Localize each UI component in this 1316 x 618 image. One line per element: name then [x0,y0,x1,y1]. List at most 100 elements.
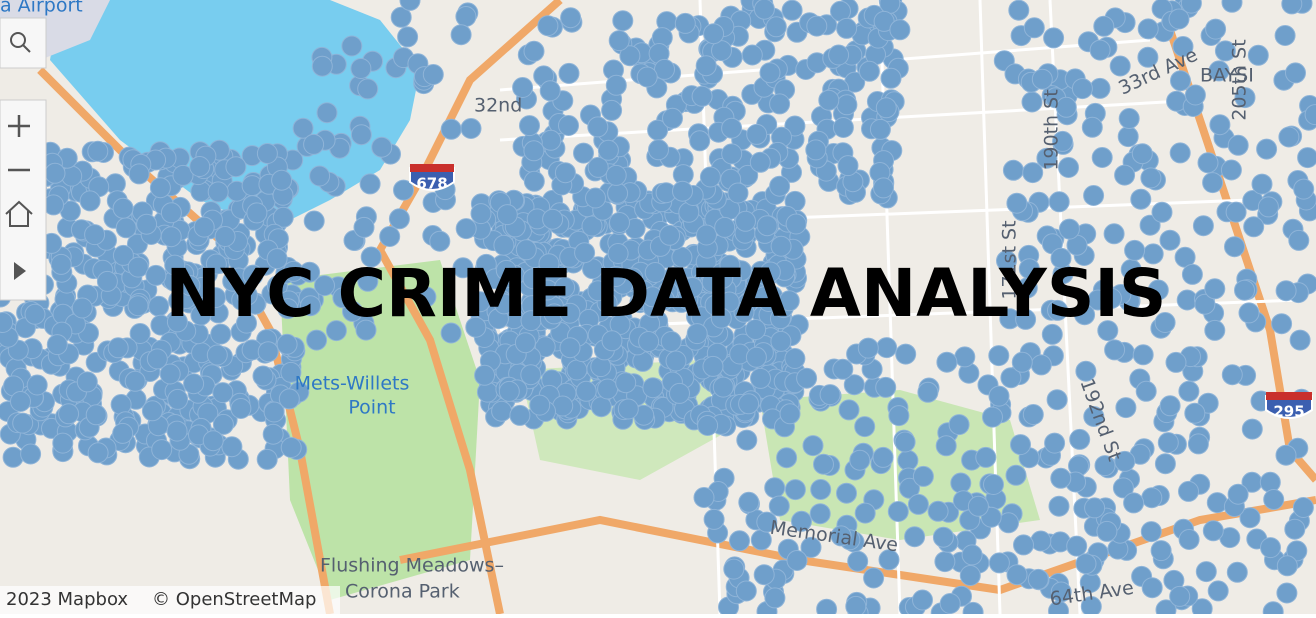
crime-point[interactable] [1058,157,1079,178]
crime-point[interactable] [1288,229,1310,251]
crime-point[interactable] [469,291,491,313]
crime-point[interactable] [1052,130,1074,152]
crime-point[interactable] [390,6,412,28]
crime-point[interactable] [1276,555,1298,577]
crime-point[interactable] [1132,344,1154,366]
crime-point[interactable] [20,443,42,465]
crime-point[interactable] [115,217,137,239]
crime-point[interactable] [266,248,288,270]
crime-point[interactable] [849,449,871,471]
crime-point[interactable] [1274,25,1296,46]
crime-point[interactable] [887,501,909,522]
crime-point[interactable] [729,530,750,552]
crime-point[interactable] [300,295,321,317]
crime-point[interactable] [1204,319,1226,341]
crime-point[interactable] [558,62,580,84]
crime-point[interactable] [76,371,98,393]
crime-point[interactable] [112,422,134,444]
crime-point[interactable] [1205,18,1227,40]
crime-point[interactable] [206,344,228,366]
crime-point[interactable] [353,216,375,238]
crime-point[interactable] [1276,582,1298,604]
crime-point[interactable] [540,129,562,151]
crime-point[interactable] [880,67,902,89]
crime-point[interactable] [1238,302,1260,324]
crime-point[interactable] [1006,564,1028,586]
crime-point[interactable] [1074,304,1096,326]
crime-point[interactable] [303,133,325,155]
crime-point[interactable] [682,277,703,298]
crime-point[interactable] [662,107,683,129]
crime-point[interactable] [693,487,715,508]
crime-point[interactable] [1027,568,1049,590]
crime-point[interactable] [1050,247,1072,269]
crime-point[interactable] [523,40,545,62]
crime-point[interactable] [1021,91,1043,113]
crime-point[interactable] [828,44,850,66]
crime-point[interactable] [24,303,46,325]
crime-point[interactable] [1209,114,1231,136]
crime-point[interactable] [1123,492,1145,514]
crime-point[interactable] [1075,553,1097,575]
crime-point[interactable] [608,30,630,52]
crime-point[interactable] [1083,406,1105,427]
crime-point[interactable] [818,89,840,111]
crime-point[interactable] [669,382,690,404]
crime-point[interactable] [832,358,854,380]
crime-point[interactable] [1154,453,1176,475]
crime-point[interactable] [493,293,515,315]
crime-point[interactable] [246,202,268,224]
crime-point[interactable] [1165,351,1187,373]
crime-point[interactable] [948,414,970,436]
crime-point[interactable] [164,254,186,276]
crime-point[interactable] [498,380,520,402]
crime-point[interactable] [1221,0,1243,13]
crime-point[interactable] [959,565,981,586]
crime-point[interactable] [1204,278,1226,300]
crime-point[interactable] [325,320,347,342]
crime-point[interactable] [202,430,224,452]
crime-point[interactable] [1169,585,1191,607]
crime-point[interactable] [257,341,279,363]
crime-point[interactable] [1194,293,1216,315]
crime-point[interactable] [745,319,767,340]
crime-point[interactable] [654,58,675,80]
crime-point[interactable] [1041,323,1063,345]
crime-point[interactable] [838,399,860,421]
crime-point[interactable] [1115,397,1137,419]
crime-point[interactable] [1172,36,1194,57]
crime-point[interactable] [786,550,808,571]
crime-point[interactable] [617,398,639,420]
crime-point[interactable] [495,259,517,281]
crime-point[interactable] [371,136,393,158]
crime-point[interactable] [1109,55,1131,77]
crime-point[interactable] [847,550,869,572]
crime-point[interactable] [1224,236,1245,258]
crime-point[interactable] [749,151,771,173]
crime-point[interactable] [452,257,474,279]
crime-point[interactable] [1044,432,1066,454]
crime-point[interactable] [756,511,778,533]
crime-point[interactable] [888,405,910,427]
crime-point[interactable] [350,58,372,79]
crime-point[interactable] [936,351,958,373]
crime-point[interactable] [587,280,609,302]
crime-point[interactable] [1241,418,1263,440]
crime-point[interactable] [107,337,129,359]
crime-point[interactable] [904,526,926,548]
crime-point[interactable] [642,377,664,399]
crime-point[interactable] [769,175,791,197]
crime-point[interactable] [393,179,414,201]
crime-point[interactable] [1118,108,1140,129]
crime-point[interactable] [514,332,536,354]
crime-point[interactable] [796,367,818,389]
crime-point[interactable] [110,394,132,415]
crime-point[interactable] [636,66,658,88]
crime-point[interactable] [1297,147,1316,169]
crime-point[interactable] [1285,62,1306,84]
crime-point[interactable] [714,216,736,238]
crime-point[interactable] [1114,450,1136,472]
crime-point[interactable] [1178,529,1200,550]
crime-point[interactable] [276,333,298,355]
